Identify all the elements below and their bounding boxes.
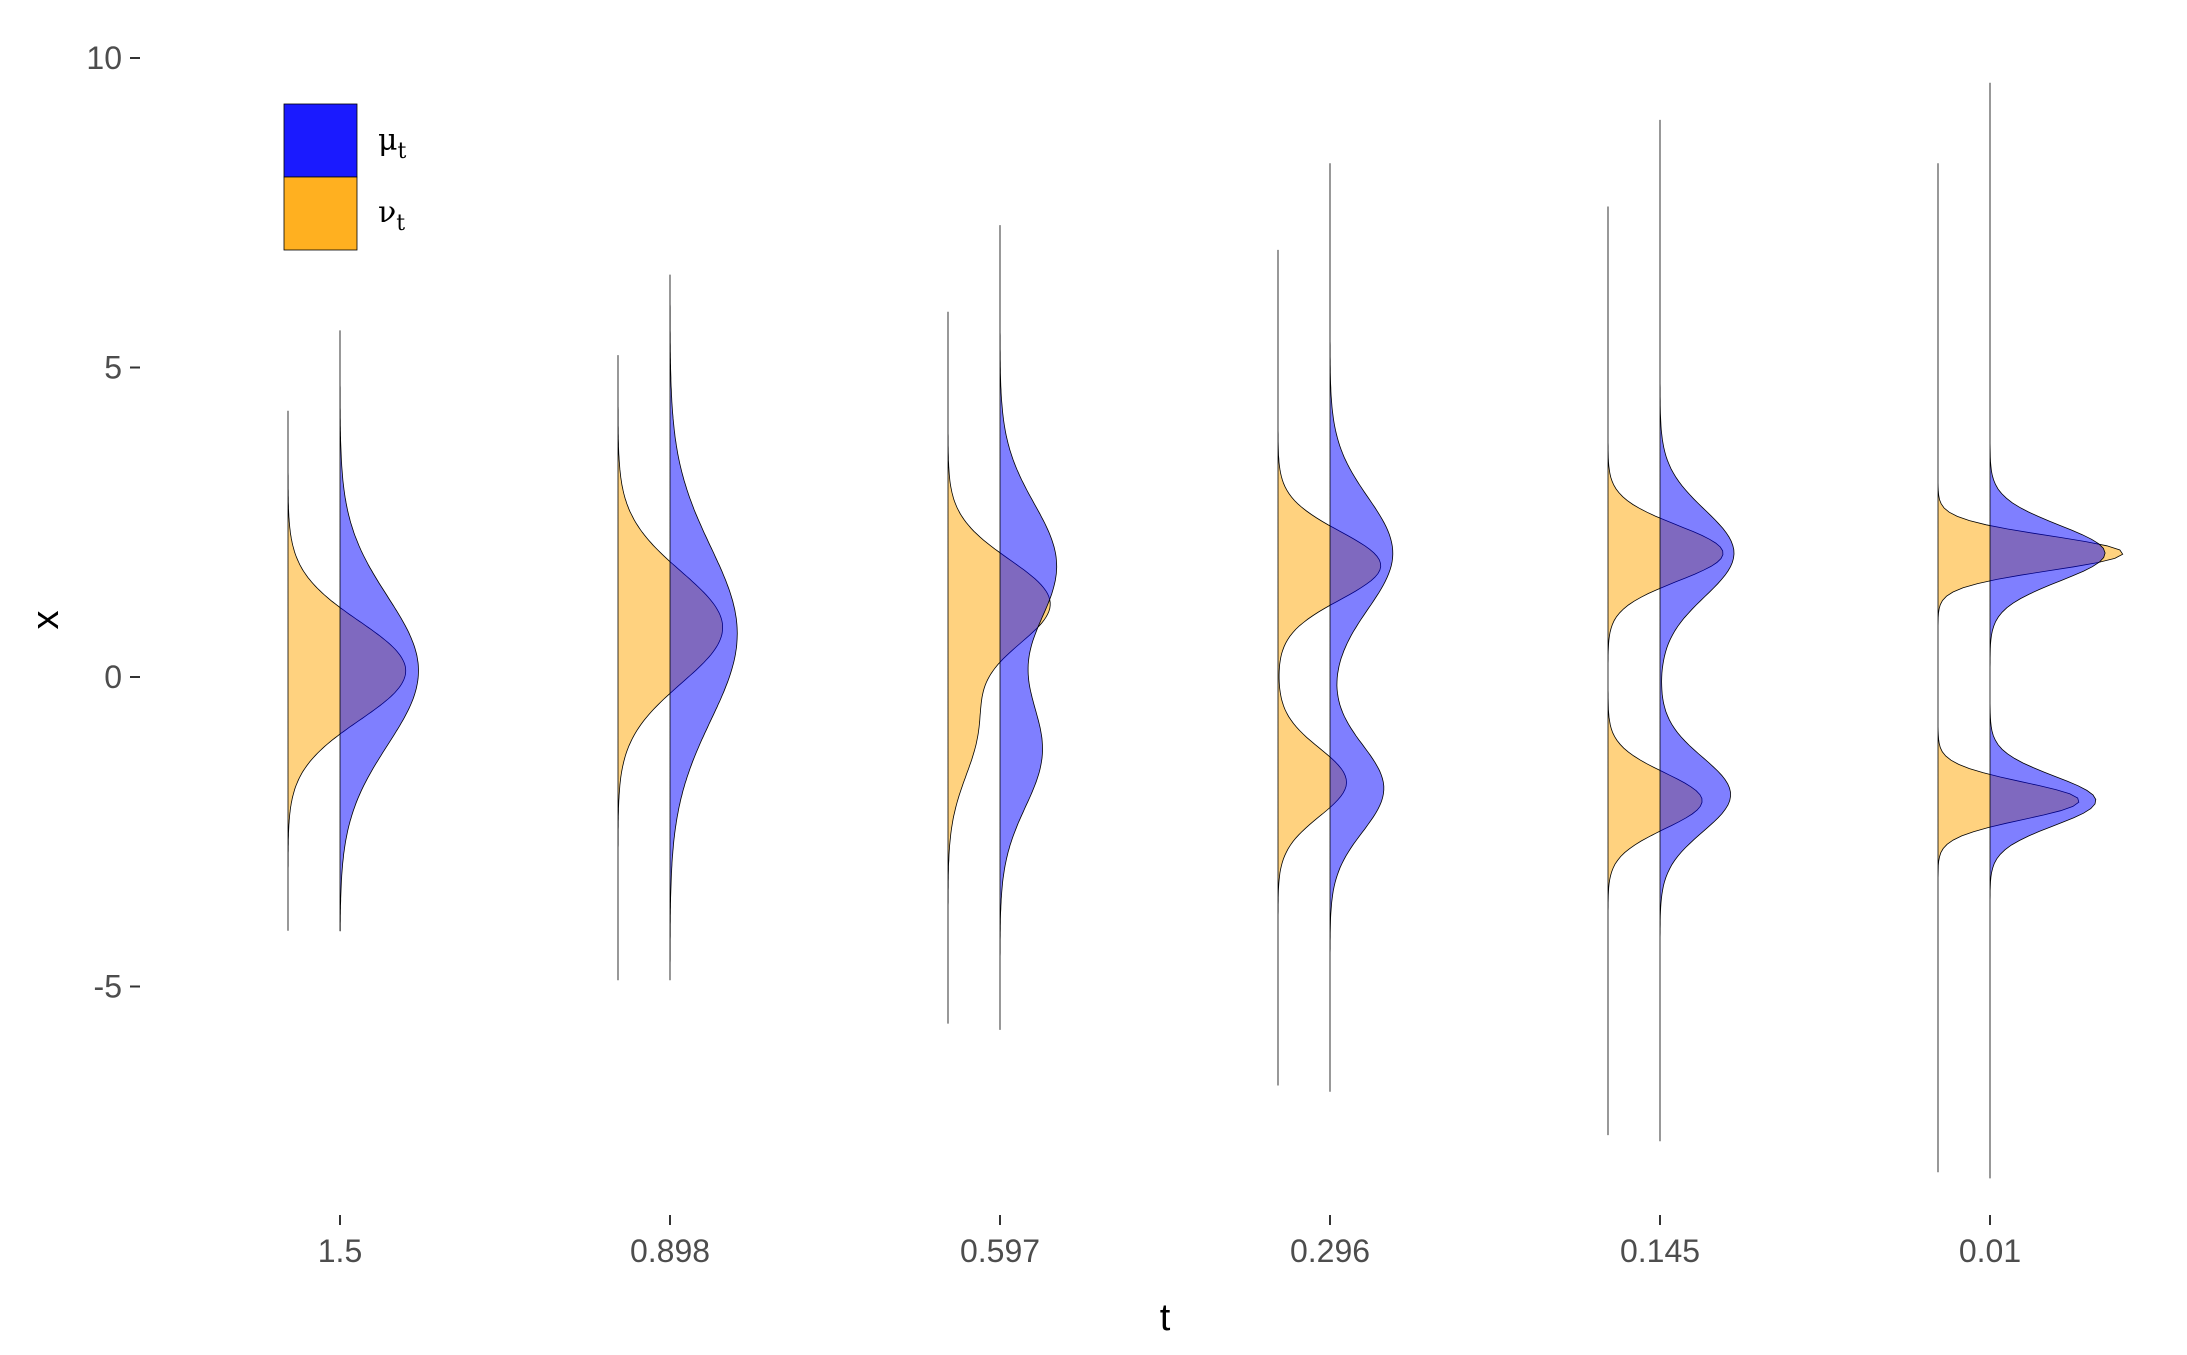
x-tick-label-1.5: 1.5 bbox=[318, 1233, 362, 1269]
density-mu-0.01 bbox=[1989, 82, 2106, 1179]
x-tick-label-0.597: 0.597 bbox=[960, 1233, 1040, 1269]
legend-key-mu bbox=[283, 103, 358, 178]
density-nu-0.296 bbox=[1277, 249, 1382, 1086]
density-mu-0.597 bbox=[999, 225, 1058, 1030]
density-nu-0.597 bbox=[947, 311, 1051, 1024]
axes: 10 5 0 -5 1.5 0.898 0.597 0.296 0.145 0.01 bbox=[86, 40, 2021, 1269]
y-tick-label-0: 0 bbox=[104, 659, 122, 695]
legend-label-nu-sub: t bbox=[396, 211, 405, 236]
density-mu-0.296 bbox=[1329, 163, 1394, 1092]
y-tick-label-10: 10 bbox=[86, 40, 122, 76]
y-axis-title: x bbox=[25, 611, 67, 630]
density-nu-0.01 bbox=[1937, 163, 2124, 1173]
legend-label-mu-symbol: μ bbox=[378, 123, 398, 158]
legend-label-nu-symbol: ν bbox=[378, 195, 396, 230]
density-marks bbox=[287, 82, 2124, 1179]
x-tick-label-0.145: 0.145 bbox=[1620, 1233, 1700, 1269]
legend-label-mu: μt bbox=[378, 123, 407, 164]
density-mu-0.145 bbox=[1659, 119, 1735, 1142]
legend-label-mu-sub: t bbox=[398, 139, 407, 164]
density-nu-0.145 bbox=[1607, 206, 1724, 1136]
y-tick-label--5: -5 bbox=[94, 969, 122, 1005]
legend-label-nu: νt bbox=[378, 195, 405, 236]
legend-key-nu bbox=[283, 176, 358, 251]
x-tick-label-0.01: 0.01 bbox=[1959, 1233, 2021, 1269]
density-mu-0.898 bbox=[669, 274, 738, 981]
x-tick-label-0.898: 0.898 bbox=[630, 1233, 710, 1269]
y-tick-label-5: 5 bbox=[104, 350, 122, 386]
x-tick-label-0.296: 0.296 bbox=[1290, 1233, 1370, 1269]
x-axis-title: t bbox=[1160, 1297, 1171, 1339]
density-mu-1.5 bbox=[339, 330, 419, 932]
legend: μt νt bbox=[283, 103, 407, 251]
